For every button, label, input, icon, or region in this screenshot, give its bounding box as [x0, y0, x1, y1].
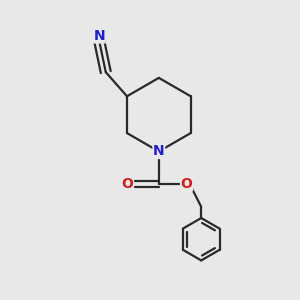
- Text: N: N: [94, 29, 105, 43]
- Text: N: N: [153, 145, 165, 158]
- Text: O: O: [181, 177, 192, 191]
- Text: O: O: [122, 177, 133, 191]
